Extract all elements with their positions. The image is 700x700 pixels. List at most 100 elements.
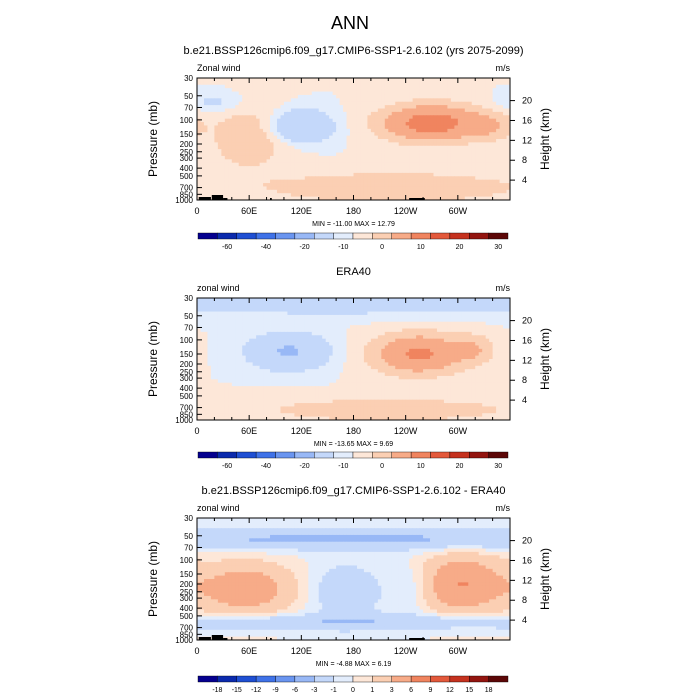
contour-cell	[263, 314, 267, 319]
contour-cell	[217, 118, 222, 123]
contour-cell	[311, 84, 316, 89]
contour-cell	[318, 331, 323, 336]
contour-cell	[325, 342, 330, 346]
contour-cell	[374, 125, 379, 130]
contour-cell	[343, 311, 347, 316]
contour-cell	[197, 88, 201, 92]
contour-cell	[503, 176, 507, 181]
contour-cell	[464, 355, 469, 360]
contour-cell	[311, 132, 316, 137]
contour-cell	[377, 115, 382, 120]
contour-cell	[436, 318, 441, 323]
contour-cell	[485, 162, 490, 167]
contour-cell	[332, 345, 337, 350]
contour-cell	[252, 311, 257, 316]
contour-cell	[301, 301, 306, 306]
contour-cell	[339, 159, 344, 164]
contour-cell	[430, 132, 434, 137]
contour-cell	[203, 84, 208, 89]
contour-cell	[489, 98, 494, 103]
contour-cell	[266, 193, 271, 198]
contour-cell	[360, 342, 365, 346]
contour-cell	[308, 179, 313, 184]
contour-cell	[475, 318, 480, 323]
contour-cell	[363, 311, 368, 316]
contour-cell	[339, 348, 344, 353]
contour-cell	[311, 301, 316, 306]
contour-cell	[224, 355, 229, 360]
contour-cell	[231, 345, 236, 350]
contour-cell	[416, 98, 420, 103]
contour-cell	[325, 183, 330, 187]
contour-cell	[256, 122, 260, 126]
contour-cell	[259, 78, 264, 82]
contour-cell	[224, 189, 229, 194]
contour-cell	[203, 98, 208, 103]
contour-cell	[322, 318, 327, 323]
contour-cell	[224, 169, 229, 174]
contour-cell	[436, 348, 441, 353]
contour-cell	[384, 145, 389, 150]
contour-cell	[235, 342, 240, 346]
contour-cell	[315, 189, 320, 194]
contour-cell	[360, 193, 365, 198]
contour-cell	[276, 338, 281, 343]
contour-cell	[447, 342, 452, 346]
contour-cell	[301, 314, 306, 319]
contour-cell	[287, 166, 292, 170]
contour-cell	[322, 98, 327, 103]
contour-cell	[315, 304, 320, 309]
contour-cell	[374, 196, 379, 201]
contour-cell	[433, 186, 438, 191]
contour-cell	[325, 125, 330, 130]
contour-cell	[238, 179, 243, 184]
contour-cell	[360, 78, 365, 82]
contour-cell	[464, 338, 469, 343]
contour-cell	[457, 314, 462, 319]
contour-cell	[496, 139, 500, 143]
contour-cell	[318, 128, 323, 133]
contour-cell	[457, 105, 462, 109]
contour-cell	[405, 142, 410, 147]
contour-cell	[412, 139, 417, 143]
contour-cell	[318, 176, 323, 181]
contour-cell	[436, 335, 441, 340]
contour-cell	[238, 145, 243, 150]
contour-cell	[235, 128, 240, 133]
contour-cell	[419, 101, 424, 106]
contour-cell	[409, 152, 414, 157]
contour-cell	[336, 142, 340, 147]
contour-cell	[468, 111, 473, 116]
contour-cell	[210, 145, 215, 150]
contour-cell	[308, 135, 313, 140]
contour-cell	[412, 115, 417, 120]
contour-cell	[280, 166, 285, 170]
contour-cell	[381, 345, 386, 350]
contour-cell	[259, 115, 264, 120]
contour-cell	[217, 108, 222, 113]
contour-cell	[325, 88, 330, 92]
contour-cell	[353, 162, 358, 167]
contour-cell	[409, 169, 414, 174]
contour-cell	[353, 301, 358, 306]
contour-cell	[221, 91, 226, 96]
contour-cell	[301, 125, 306, 130]
contour-cell	[304, 145, 309, 150]
contour-cell	[471, 189, 476, 194]
contour-cell	[402, 304, 407, 309]
contour-cell	[242, 304, 247, 309]
contour-cell	[224, 345, 229, 350]
contour-cell	[447, 183, 452, 187]
contour-cell	[436, 355, 441, 360]
contour-cell	[311, 189, 316, 194]
contour-cell	[311, 325, 316, 329]
contour-cell	[440, 152, 445, 157]
contour-cell	[224, 118, 229, 123]
contour-cell	[231, 108, 236, 113]
contour-cell	[388, 318, 393, 323]
contour-cell	[461, 352, 466, 357]
contour-cell	[461, 342, 466, 346]
contour-cell	[238, 98, 243, 103]
contour-cell	[506, 101, 511, 106]
contour-cell	[287, 139, 292, 143]
